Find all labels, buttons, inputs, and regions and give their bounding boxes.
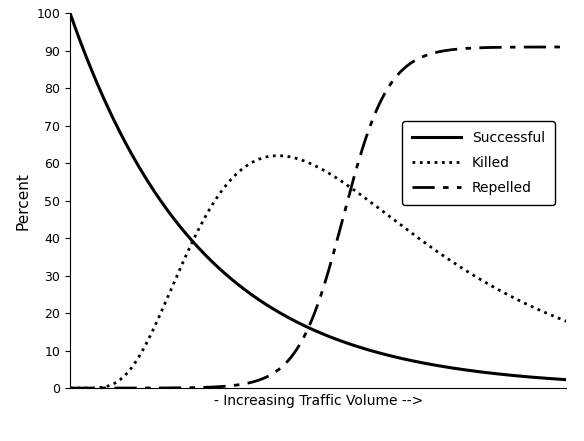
Killed (463, 269, 470, 274)
Line: Successful: Successful (70, 13, 566, 380)
Repelled (67, 385, 74, 391)
Repelled (563, 45, 570, 50)
Repelled (267, 372, 274, 377)
Successful (408, 358, 415, 363)
Successful (454, 366, 461, 371)
Repelled (463, 46, 470, 51)
Y-axis label: Percent: Percent (16, 172, 31, 230)
Repelled (454, 46, 461, 52)
Legend: Successful, Killed, Repelled: Successful, Killed, Repelled (402, 121, 555, 205)
Successful (117, 131, 124, 136)
Successful (463, 367, 470, 373)
Killed (286, 154, 293, 159)
Successful (563, 377, 570, 382)
Killed (267, 153, 274, 159)
Line: Repelled: Repelled (70, 47, 566, 388)
Killed (454, 263, 461, 268)
Repelled (408, 60, 415, 66)
Repelled (285, 357, 292, 363)
Line: Killed: Killed (70, 156, 566, 388)
Repelled (117, 385, 124, 391)
Killed (408, 230, 415, 235)
Successful (267, 305, 274, 310)
Successful (67, 11, 74, 16)
Killed (275, 153, 282, 158)
Killed (117, 377, 124, 382)
Killed (563, 319, 570, 324)
Successful (285, 315, 292, 321)
X-axis label: - Increasing Traffic Volume -->: - Increasing Traffic Volume --> (214, 394, 423, 407)
Killed (67, 385, 74, 391)
